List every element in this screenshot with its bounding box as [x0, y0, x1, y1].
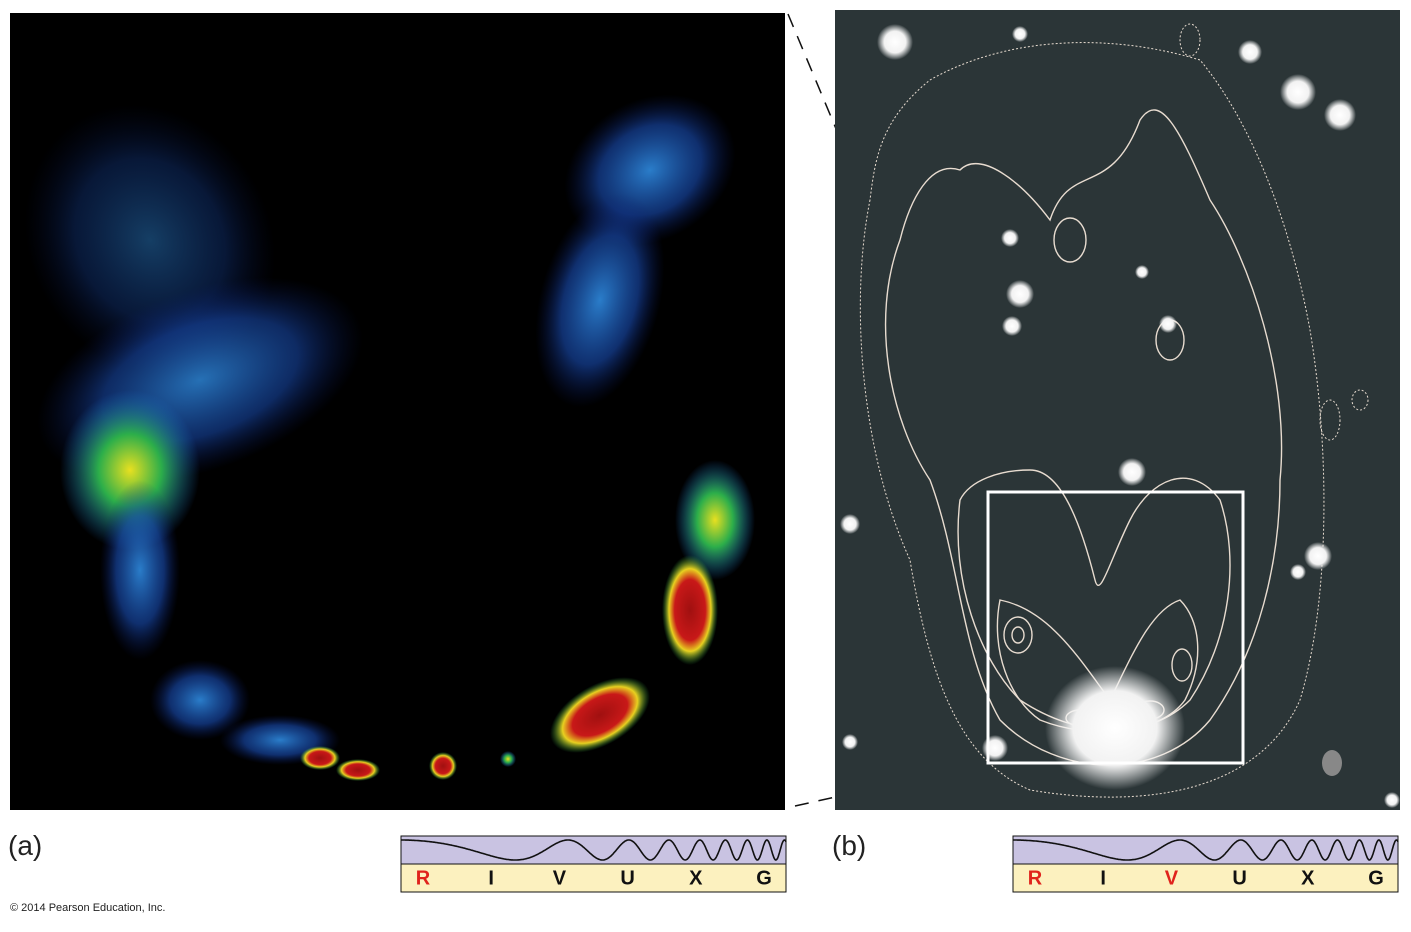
band-letter: I	[1100, 867, 1106, 889]
copyright: © 2014 Pearson Education, Inc.	[10, 902, 165, 914]
band-letter: G	[1368, 867, 1384, 889]
wave-band	[1012, 835, 1399, 865]
letter-band	[400, 863, 787, 893]
radio-image	[10, 13, 785, 810]
band-letter: G	[756, 867, 772, 889]
band-letter: U	[620, 867, 634, 889]
wave-band	[400, 835, 787, 865]
panel-label: (b)	[832, 830, 866, 861]
band-letter: X	[1301, 867, 1315, 889]
band-letter: I	[488, 867, 494, 889]
letter-band	[1012, 863, 1399, 893]
band-letter: V	[553, 867, 567, 889]
panel-label: (a)	[8, 830, 42, 861]
band-letter: V	[1165, 867, 1179, 889]
band-letter: X	[689, 867, 703, 889]
wave	[1013, 839, 1399, 861]
band-letter: R	[1028, 867, 1043, 889]
optical-image	[835, 10, 1400, 810]
wave	[401, 839, 787, 861]
band-letter: U	[1232, 867, 1246, 889]
band-letter: R	[416, 867, 431, 889]
